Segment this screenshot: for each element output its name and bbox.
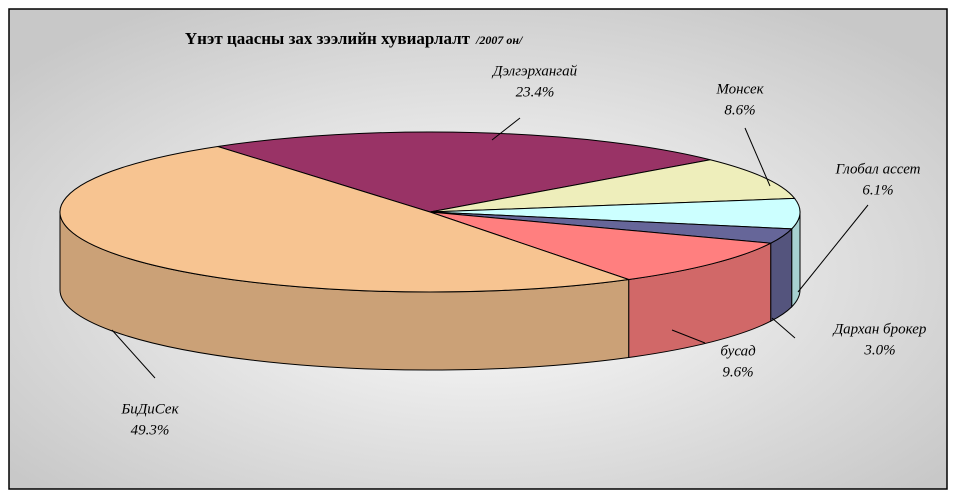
slice-value-label: 3.0% [863, 342, 895, 358]
slice-label: Глобал ассет [834, 161, 920, 177]
slice-value-label: 6.1% [862, 182, 893, 198]
slice-label: Монсек [715, 81, 764, 97]
leader-line [111, 329, 156, 379]
slice-value-label: 8.6% [724, 102, 755, 118]
pie-slice [429, 197, 801, 230]
slice-value-label: 9.6% [722, 364, 753, 380]
pie-slice [429, 211, 773, 280]
slice-label: Дархан брокер [832, 321, 927, 337]
leader-line [671, 329, 706, 344]
slice-label: БиДиСек [120, 401, 179, 417]
slice-value-label: 49.3% [131, 422, 170, 438]
chart-title: Үнэт цаасны зах зээлийн хувиарлалт [185, 29, 471, 48]
slice-label: бусад [720, 343, 756, 359]
leader-line [491, 117, 521, 141]
chart-subtitle: /2007 он/ [475, 33, 524, 47]
slice-value-label: 23.4% [516, 84, 555, 100]
pie-slice [59, 145, 629, 293]
pie-slice [429, 159, 796, 213]
pie-side [770, 227, 793, 323]
pie-slice [217, 131, 711, 213]
leader-line [797, 204, 869, 293]
slice-label: Дэлгэрхангай [491, 63, 578, 79]
leader-line [771, 317, 796, 339]
leader-line [744, 127, 771, 187]
